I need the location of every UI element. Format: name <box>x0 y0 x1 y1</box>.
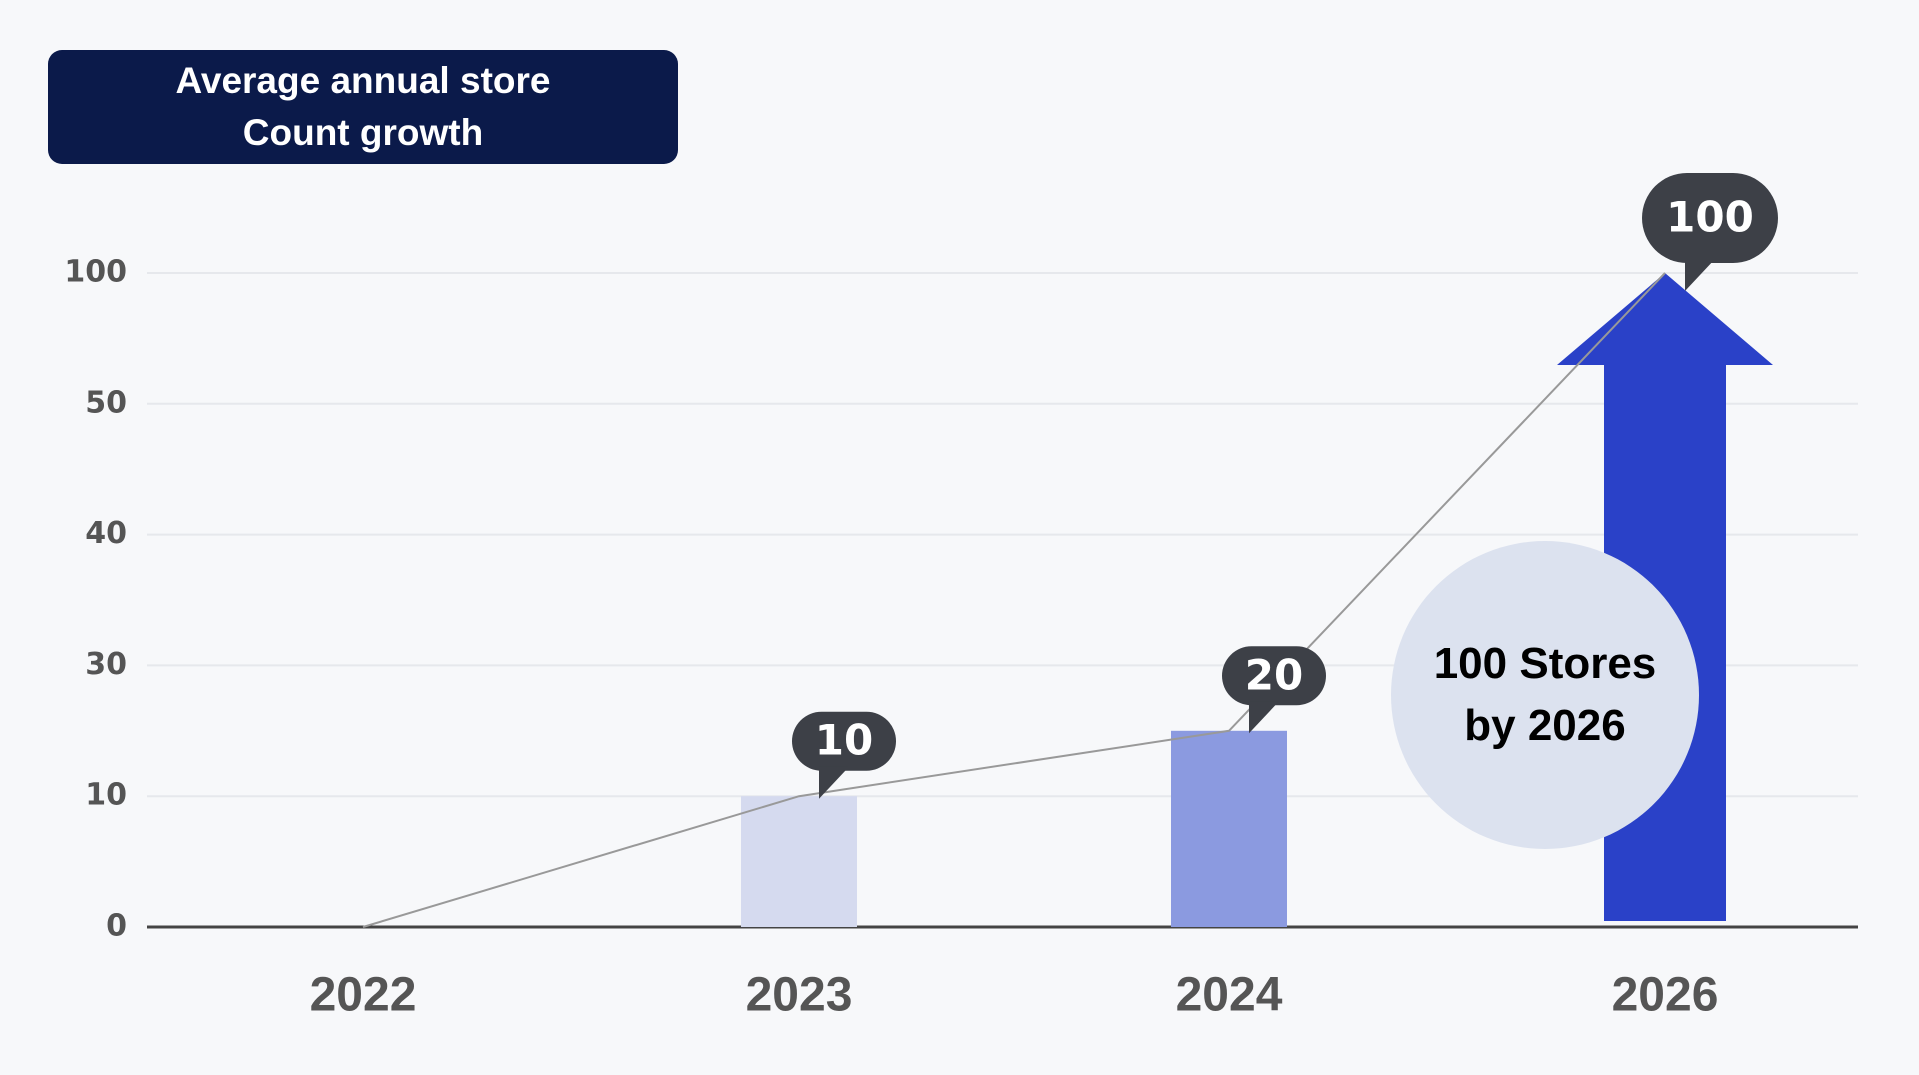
label-bubble <box>792 711 896 771</box>
bar <box>741 796 857 927</box>
x-tick-label: 2022 <box>310 969 417 1022</box>
y-tick-label: 10 <box>85 778 127 813</box>
label-pointer <box>819 766 849 799</box>
x-tick-label: 2026 <box>1612 969 1719 1022</box>
bar <box>1171 730 1287 927</box>
x-tick-label: 2023 <box>746 969 853 1022</box>
value-label: 10 <box>815 716 873 765</box>
y-tick-label: 30 <box>85 647 127 682</box>
annotation: 100 Stores by 2026 <box>1391 541 1699 849</box>
label-bubble <box>1642 173 1778 263</box>
label-pointer <box>1249 701 1279 734</box>
label-bubble <box>1222 646 1326 706</box>
label-pointer <box>1685 259 1715 291</box>
x-tick-label: 2024 <box>1176 969 1283 1022</box>
value-label: 100 <box>1666 193 1754 242</box>
value-label: 20 <box>1245 650 1303 699</box>
y-tick-label: 50 <box>85 385 127 420</box>
chart-title: Average annual store Count growth <box>48 50 678 164</box>
y-tick-label: 0 <box>106 909 127 944</box>
y-tick-label: 100 <box>64 255 127 290</box>
trend-line <box>362 272 1666 928</box>
y-tick-label: 40 <box>85 516 127 551</box>
